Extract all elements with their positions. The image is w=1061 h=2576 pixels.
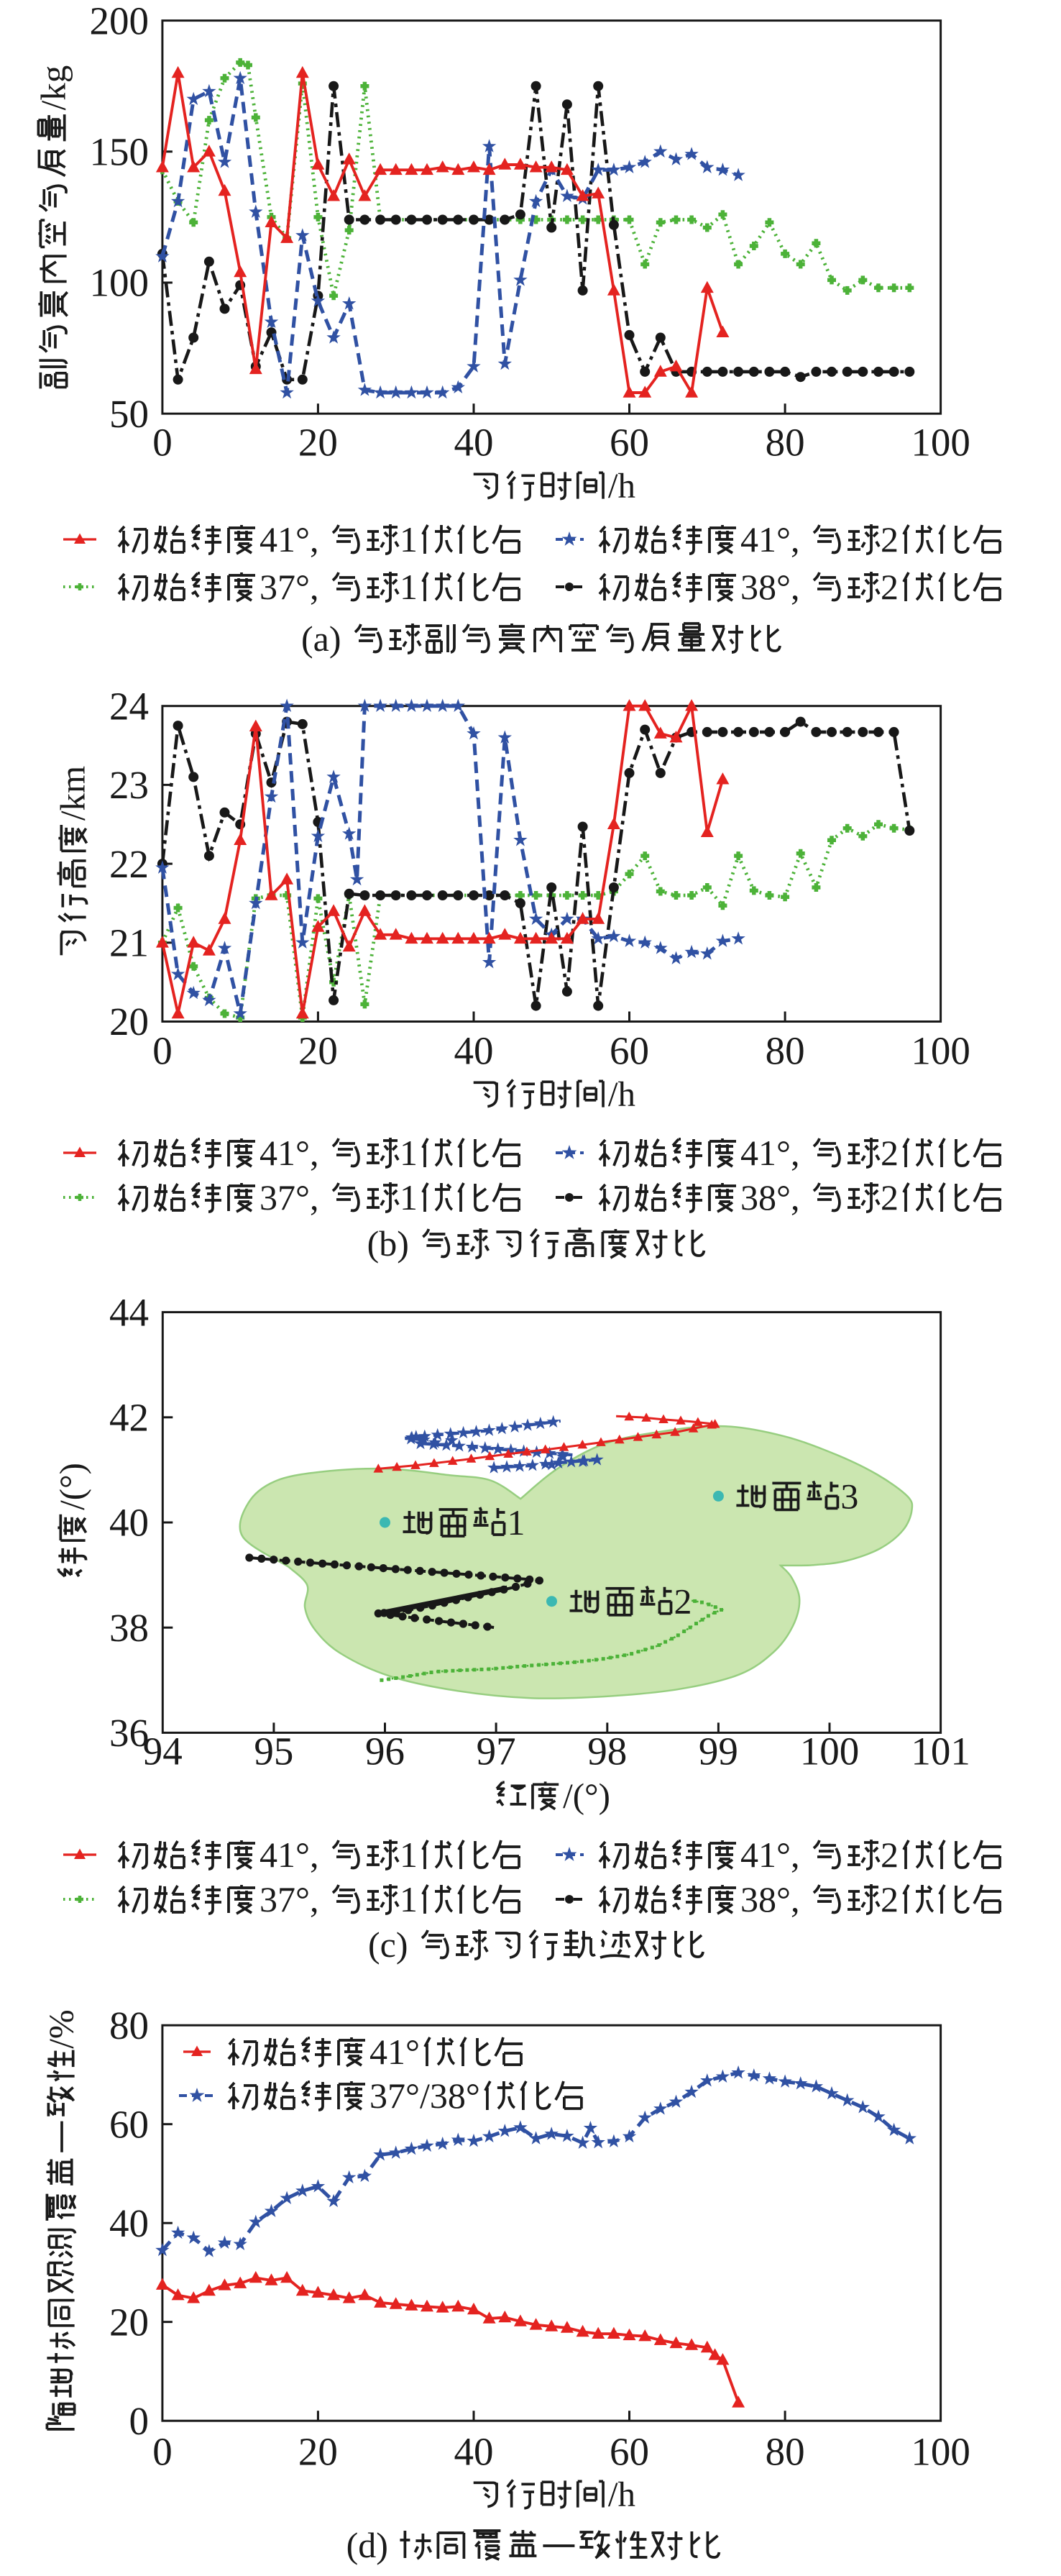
svg-text:98: 98 — [587, 1730, 627, 1773]
svg-text:60: 60 — [610, 421, 649, 465]
svg-text:60: 60 — [610, 2430, 649, 2474]
svg-text:38°,: 38°, — [740, 567, 800, 607]
svg-text:38°,: 38°, — [740, 1177, 800, 1218]
svg-text:37°,: 37°, — [259, 1879, 319, 1919]
svg-text:2: 2 — [881, 1177, 899, 1218]
svg-text:21: 21 — [109, 921, 149, 965]
svg-text:97: 97 — [477, 1730, 516, 1773]
svg-text:101: 101 — [911, 1730, 970, 1773]
svg-text:40: 40 — [454, 421, 494, 465]
svg-text:0: 0 — [152, 421, 173, 465]
svg-text:36: 36 — [109, 1711, 149, 1755]
svg-text:(c): (c) — [368, 1924, 408, 1965]
svg-text:24: 24 — [109, 684, 149, 728]
svg-text:41°,: 41°, — [259, 1835, 319, 1875]
svg-text:/h: /h — [608, 1074, 635, 1114]
svg-text:100: 100 — [800, 1730, 860, 1773]
svg-text:100: 100 — [911, 2430, 970, 2474]
svg-text:40: 40 — [109, 2201, 149, 2245]
svg-text:60: 60 — [610, 1029, 649, 1073]
svg-text:0: 0 — [152, 2430, 173, 2474]
svg-text:/kg: /kg — [34, 65, 73, 111]
svg-text:20: 20 — [298, 421, 338, 465]
svg-text:95: 95 — [254, 1730, 293, 1773]
svg-text:99: 99 — [699, 1730, 738, 1773]
svg-text:3: 3 — [840, 1476, 858, 1516]
svg-text:2: 2 — [881, 1133, 899, 1173]
svg-text:41°: 41° — [369, 2032, 420, 2072]
svg-text:20: 20 — [298, 2430, 338, 2474]
svg-text:96: 96 — [365, 1730, 405, 1773]
svg-text:80: 80 — [766, 1029, 805, 1073]
svg-text:80: 80 — [766, 2430, 805, 2474]
svg-text:/(°): /(°) — [563, 1776, 610, 1816]
svg-text:100: 100 — [90, 261, 150, 305]
svg-text:1: 1 — [400, 1133, 418, 1173]
svg-text:38°,: 38°, — [740, 1879, 800, 1919]
svg-text:2: 2 — [881, 567, 899, 607]
svg-text:0: 0 — [129, 2399, 150, 2443]
svg-text:/h: /h — [608, 466, 635, 506]
svg-text:38: 38 — [109, 1606, 149, 1650]
svg-text:2: 2 — [881, 1835, 899, 1875]
svg-text:80: 80 — [109, 2004, 149, 2047]
svg-text:2: 2 — [881, 519, 899, 559]
svg-text:2: 2 — [881, 1879, 899, 1919]
svg-text:40: 40 — [109, 1501, 149, 1545]
svg-text:20: 20 — [109, 1000, 149, 1043]
svg-text:80: 80 — [766, 421, 805, 465]
svg-text:37°,: 37°, — [259, 1177, 319, 1218]
svg-text:150: 150 — [90, 130, 150, 174]
svg-text:50: 50 — [109, 392, 149, 436]
svg-text:0: 0 — [152, 1029, 173, 1073]
svg-text:22: 22 — [109, 842, 149, 886]
svg-text:41°,: 41°, — [740, 1835, 800, 1875]
svg-text:(b): (b) — [367, 1223, 409, 1264]
svg-text:20: 20 — [298, 1029, 338, 1073]
svg-text:1: 1 — [507, 1502, 525, 1543]
svg-text:41°,: 41°, — [740, 1133, 800, 1173]
svg-text:(a): (a) — [301, 618, 341, 659]
svg-text:1: 1 — [400, 1879, 418, 1919]
svg-text:40: 40 — [454, 1029, 494, 1073]
svg-text:1: 1 — [400, 567, 418, 607]
svg-text:1: 1 — [400, 1177, 418, 1218]
svg-text:100: 100 — [911, 1029, 970, 1073]
svg-text:/h: /h — [608, 2475, 635, 2514]
svg-text:23: 23 — [109, 763, 149, 807]
svg-text:94: 94 — [143, 1730, 183, 1773]
svg-text:41°,: 41°, — [740, 519, 800, 559]
svg-text:60: 60 — [109, 2102, 149, 2146]
svg-text:40: 40 — [454, 2430, 494, 2474]
svg-text:41°,: 41°, — [259, 1133, 319, 1173]
svg-text:41°,: 41°, — [259, 519, 319, 559]
svg-text:37°,: 37°, — [259, 567, 319, 607]
svg-text:37°/38°: 37°/38° — [369, 2075, 480, 2116]
svg-text:42: 42 — [109, 1396, 149, 1440]
svg-text:100: 100 — [911, 421, 970, 465]
svg-text:1: 1 — [400, 1835, 418, 1875]
svg-text:1: 1 — [400, 519, 418, 559]
svg-text:/km: /km — [53, 766, 93, 821]
svg-text:20: 20 — [109, 2300, 149, 2344]
svg-text:200: 200 — [90, 0, 150, 42]
svg-text:2: 2 — [674, 1581, 692, 1622]
svg-text:/%: /% — [42, 2009, 81, 2048]
svg-text:44: 44 — [109, 1290, 149, 1334]
svg-text:/(°): /(°) — [52, 1463, 92, 1510]
svg-text:(d): (d) — [346, 2525, 388, 2565]
